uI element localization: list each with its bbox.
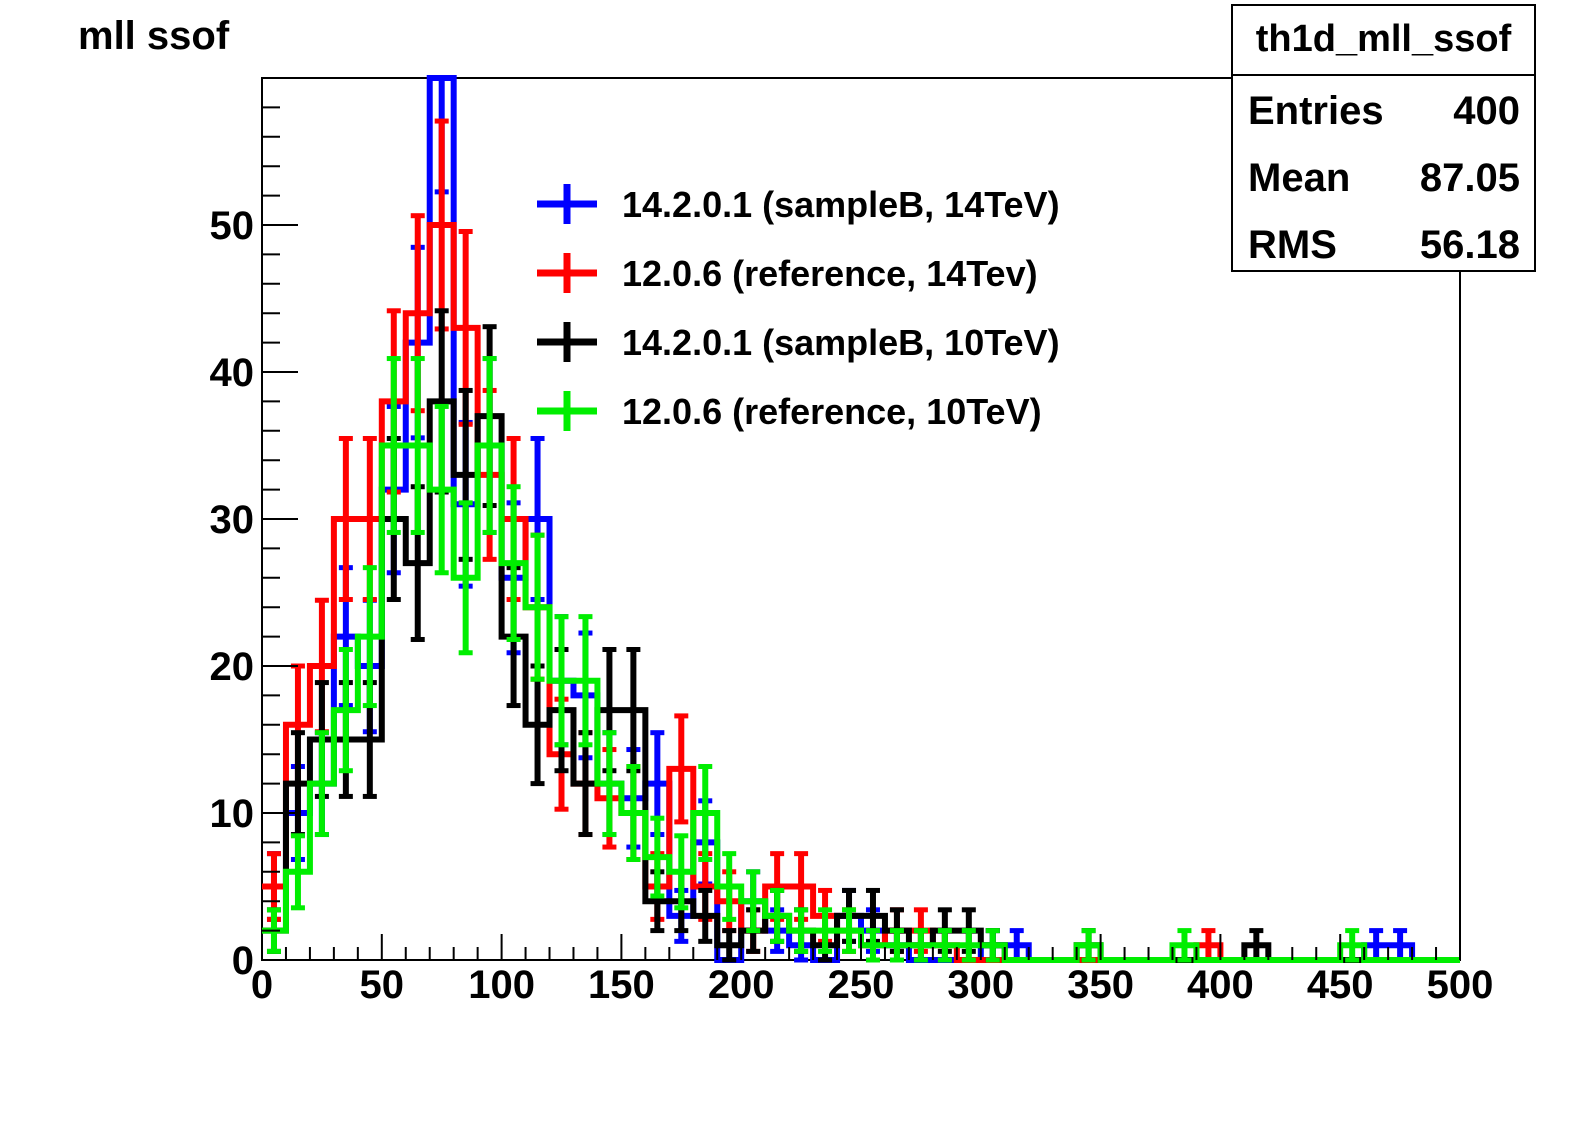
y-tick-label: 40 xyxy=(210,351,255,395)
stats-row-rms: RMS 56.18 xyxy=(1233,210,1534,277)
x-tick-label: 150 xyxy=(588,963,655,1007)
stats-value: 56.18 xyxy=(1419,223,1520,267)
x-tick-label: 400 xyxy=(1187,963,1254,1007)
legend: 14.2.0.1 (sampleB, 14TeV) 12.0.6 (referen… xyxy=(537,184,1060,432)
stats-box: th1d_mll_ssof Entries 400 Mean 87.05 RMS… xyxy=(1231,4,1536,272)
legend-label: 14.2.0.1 (sampleB, 14TeV) xyxy=(622,184,1060,225)
stats-label: RMS xyxy=(1248,223,1337,267)
series-layer xyxy=(262,75,1460,963)
legend-label: 14.2.0.1 (sampleB, 10TeV) xyxy=(622,322,1060,363)
x-tick-label: 500 xyxy=(1427,963,1494,1007)
x-tick-label: 250 xyxy=(828,963,895,1007)
legend-entry: 12.0.6 (reference, 10TeV) xyxy=(537,391,1042,432)
x-tick-label: 350 xyxy=(1067,963,1134,1007)
stats-box-name: th1d_mll_ssof xyxy=(1233,6,1534,76)
x-tick-label: 50 xyxy=(360,963,405,1007)
legend-label: 12.0.6 (reference, 10TeV) xyxy=(622,391,1042,432)
stats-row-entries: Entries 400 xyxy=(1233,76,1534,143)
stats-value: 87.05 xyxy=(1419,156,1520,200)
stats-label: Entries xyxy=(1248,89,1384,133)
x-tick-label: 0 xyxy=(251,963,273,1007)
stats-value: 400 xyxy=(1453,89,1520,133)
legend-entry: 14.2.0.1 (sampleB, 10TeV) xyxy=(537,322,1060,363)
y-tick-label: 30 xyxy=(210,498,255,542)
stats-row-mean: Mean 87.05 xyxy=(1233,143,1534,210)
y-tick-label: 0 xyxy=(232,939,254,983)
legend-label: 12.0.6 (reference, 14Tev) xyxy=(622,253,1038,294)
x-tick-label: 200 xyxy=(708,963,775,1007)
y-tick-label: 50 xyxy=(210,204,255,248)
y-tick-label: 20 xyxy=(210,645,255,689)
stats-label: Mean xyxy=(1248,156,1351,200)
legend-entry: 12.0.6 (reference, 14Tev) xyxy=(537,253,1038,294)
x-tick-label: 100 xyxy=(468,963,535,1007)
x-tick-label: 300 xyxy=(947,963,1014,1007)
chart-title: mll ssof xyxy=(78,14,230,58)
axis-layer: 0 50 100 150 200 250 300 350 400 450 500 0 10 20 30 40 5… xyxy=(210,106,1494,1007)
series-3 xyxy=(262,356,1460,963)
y-tick-label: 10 xyxy=(210,792,255,836)
x-tick-label: 450 xyxy=(1307,963,1374,1007)
legend-entry: 14.2.0.1 (sampleB, 14TeV) xyxy=(537,184,1060,225)
